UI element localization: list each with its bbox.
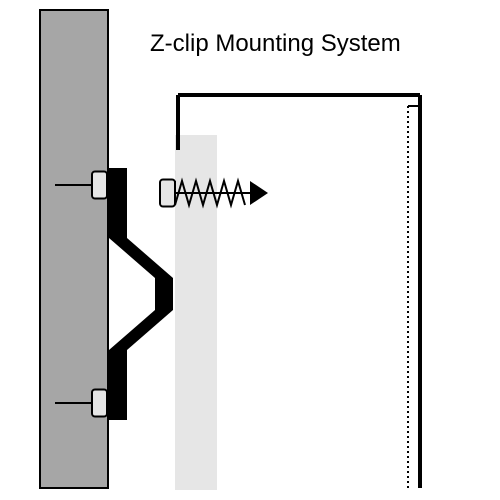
diagram-canvas: Z-clip Mounting System bbox=[0, 0, 500, 500]
diagram-title: Z-clip Mounting System bbox=[150, 30, 401, 58]
zclip-diagram bbox=[0, 0, 500, 500]
